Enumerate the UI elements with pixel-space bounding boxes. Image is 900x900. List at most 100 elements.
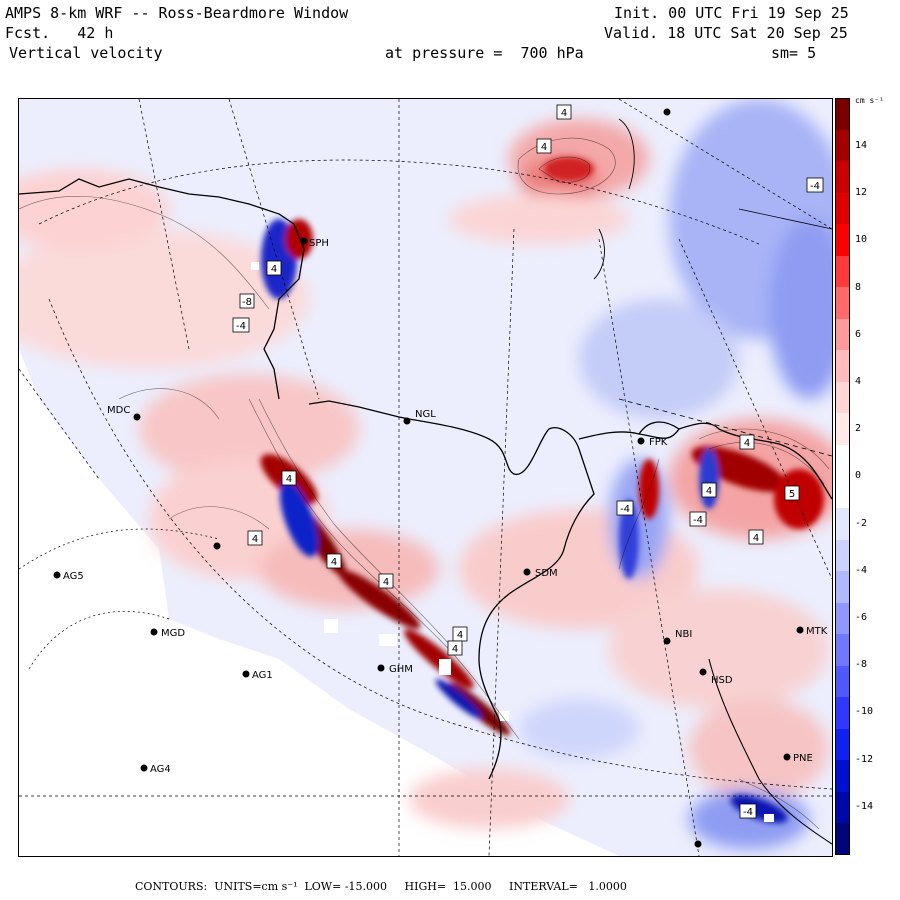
station-label: SDM xyxy=(535,568,558,579)
contour-label: -4 xyxy=(620,504,630,515)
graticule xyxy=(19,99,832,856)
station-marker xyxy=(523,568,531,576)
map-canvas: 4 4 -4 4 -4 4 4 4 -4 -4 4 4 4 4 4 4 5 -8… xyxy=(19,99,832,856)
station-ngl: NGL xyxy=(403,409,436,425)
contour-info: CONTOURS: UNITS=cm s⁻¹ LOW= -15.000 HIGH… xyxy=(135,880,627,893)
station-label: AG1 xyxy=(252,670,273,681)
station-label: FPK xyxy=(649,437,668,448)
station-marker-unlabeled xyxy=(663,108,671,116)
station-mdc: MDC xyxy=(107,405,141,421)
colorbar-tick-label: 10 xyxy=(855,234,868,246)
station-mgd: MGD xyxy=(150,628,185,639)
station-ag4: AG4 xyxy=(140,764,171,775)
field-name: Vertical velocity xyxy=(9,44,163,62)
colorbar-tick-label: 12 xyxy=(855,187,868,199)
colorbar-tick-label: -10 xyxy=(855,706,874,718)
stations: MDC NGL FPK AG5 MGD AG1 AG4 SDM NBI MTK … xyxy=(53,108,828,848)
station-marker xyxy=(242,670,250,678)
contour-label: 4 xyxy=(457,630,463,641)
colorbar-tick-label: -4 xyxy=(855,564,868,576)
colorbar-tick-label: 8 xyxy=(855,281,862,293)
colorbar-swatch xyxy=(836,192,850,225)
colorbar-tick-label: 2 xyxy=(855,423,862,435)
station-label: HSD xyxy=(711,675,733,686)
contour-label: -4 xyxy=(693,515,703,526)
station-label: MDC xyxy=(107,405,130,416)
station-marker xyxy=(150,628,158,636)
valid-time: Valid. 18 UTC Sat 20 Sep 25 xyxy=(604,24,848,42)
station-marker xyxy=(133,413,141,421)
colorbar-swatch xyxy=(836,413,850,446)
station-marker xyxy=(377,664,385,672)
station-ag1: AG1 xyxy=(242,670,273,681)
colorbar-tick-label: 0 xyxy=(855,470,862,482)
station-fpk: FPK xyxy=(637,437,668,448)
contour-label: -4 xyxy=(810,181,820,192)
colorbar-tick-label: 14 xyxy=(855,140,868,151)
contour-label: 4 xyxy=(753,533,759,544)
colorbar-swatch xyxy=(836,634,850,667)
station-marker xyxy=(53,571,61,579)
colorbar-swatch xyxy=(836,255,850,288)
station-marker xyxy=(663,637,671,645)
contour-label: 4 xyxy=(271,264,277,275)
colorbar-swatch xyxy=(836,318,850,351)
station-label: SPH xyxy=(309,238,329,249)
colorbar-swatch xyxy=(836,823,850,856)
station-label: NGL xyxy=(415,409,436,420)
station-marker xyxy=(783,753,791,761)
station-marker xyxy=(403,417,411,425)
station-pne: PNE xyxy=(783,753,813,764)
field-shading xyxy=(19,99,832,856)
station-ghm: GHM xyxy=(377,664,413,675)
station-label: AG4 xyxy=(150,764,171,775)
colorbar-swatch xyxy=(836,539,850,572)
station-sdm: SDM xyxy=(523,568,558,579)
colorbar-swatch xyxy=(836,444,850,477)
colorbar-swatch xyxy=(836,697,850,730)
contour-labels: 4 4 -4 4 -4 4 4 4 -4 -4 4 4 4 4 4 4 5 -8… xyxy=(232,104,824,819)
colorbar-tick-label: -2 xyxy=(855,517,868,529)
contour-label: 4 xyxy=(383,577,389,588)
colorbar-swatch xyxy=(836,760,850,793)
station-ag5: AG5 xyxy=(53,571,84,582)
colorbar-swatch xyxy=(836,728,850,761)
colorbar-tick-label: 6 xyxy=(855,328,862,340)
station-marker xyxy=(637,437,645,445)
station-marker xyxy=(699,668,707,676)
contour-label: 4 xyxy=(744,438,750,449)
map-panel: 4 4 -4 4 -4 4 4 4 -4 -4 4 4 4 4 4 4 5 -8… xyxy=(18,98,833,857)
smoothing-value: sm= 5 xyxy=(771,44,817,62)
contour-label: 4 xyxy=(286,474,292,485)
pressure-level: at pressure = 700 hPa xyxy=(385,44,584,62)
station-label: PNE xyxy=(793,753,813,764)
colorbar-swatch xyxy=(836,508,850,541)
station-label: MTK xyxy=(806,626,828,637)
colorbar-frame xyxy=(835,98,850,855)
station-label: AG5 xyxy=(63,571,84,582)
colorbar-swatch xyxy=(836,476,850,509)
colorbar-swatch xyxy=(836,224,850,257)
station-label: MGD xyxy=(161,628,185,639)
contour-label: 4 xyxy=(452,644,458,655)
colorbar-swatch xyxy=(836,129,850,162)
station-label: GHM xyxy=(389,664,413,675)
colorbar-tick-label: -8 xyxy=(855,659,868,671)
station-marker xyxy=(140,764,148,772)
colorbar-units: cm s⁻¹ xyxy=(855,96,884,105)
contour-label: -4 xyxy=(743,807,753,818)
station-mtk: MTK xyxy=(796,626,828,637)
no-data-region xyxy=(19,349,619,856)
forecast-hour: Fcst. 42 h xyxy=(5,24,114,42)
colorbar-swatch xyxy=(836,350,850,383)
colorbar-tick-label: -6 xyxy=(855,612,868,623)
terrain-mask xyxy=(251,262,774,822)
colorbar-swatch xyxy=(836,381,850,414)
station-hsd: HSD xyxy=(699,668,733,686)
contour-label: 5 xyxy=(789,489,795,500)
station-marker-unlabeled xyxy=(694,840,702,848)
coastline xyxy=(19,118,832,845)
colorbar-swatch xyxy=(836,571,850,604)
contour-label: 4 xyxy=(252,534,258,545)
colorbar-swatch xyxy=(836,161,850,194)
